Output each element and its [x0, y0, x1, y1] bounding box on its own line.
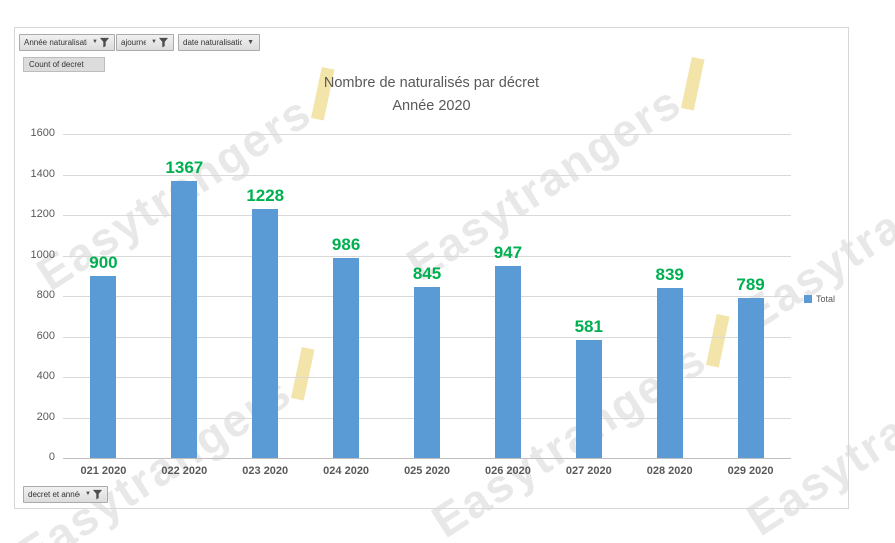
filter-button-label: date naturalisation — [183, 38, 243, 47]
dropdown-arrow-icon: ▼ — [247, 38, 254, 46]
data-label: 986 — [331, 235, 361, 255]
data-label: 845 — [412, 263, 442, 283]
bar[interactable] — [737, 298, 764, 458]
x-axis-category-label: 029 2020 — [727, 465, 774, 477]
x-axis-labels: 021 2020 022 2020 023 2020 024 2020 025 2020… — [63, 465, 791, 477]
dropdown-arrow-icon: ▼ — [85, 491, 91, 497]
filter-button-label: ajournement — [121, 38, 147, 47]
bar-column: 839 — [629, 265, 710, 458]
x-axis-category-label: 023 2020 — [242, 465, 289, 477]
chart-title-block: Nombre de naturalisés par décret Année 2… — [15, 72, 848, 118]
bar-column: 581 — [548, 317, 629, 458]
y-axis-tick-label: 1200 — [30, 208, 55, 220]
dropdown-arrow-icon: ▼ — [92, 39, 98, 45]
gridline — [63, 255, 791, 257]
filter-button-decret-et-annee[interactable]: decret et année ▼ — [23, 486, 108, 503]
filter-button-label: Année naturalisation — [24, 38, 87, 47]
y-axis-tick-label: 0 — [48, 451, 55, 463]
data-label: 839 — [655, 265, 684, 285]
filter-button-date-naturalisation[interactable]: date naturalisation ▼ — [178, 34, 260, 51]
pivot-chart[interactable]: Année naturalisation ▼ ajournement ▼ dat… — [14, 27, 849, 509]
data-label: 581 — [574, 317, 603, 337]
x-axis-category-label: 026 2020 — [484, 465, 531, 477]
bars: 900 1367 1228 986 845 947 581 839 789 — [63, 134, 791, 458]
bar-column: 1367 — [144, 158, 225, 458]
gridline — [63, 174, 791, 176]
data-label: 900 — [89, 252, 118, 272]
bar[interactable] — [252, 209, 279, 458]
gridline — [63, 134, 791, 135]
filter-funnel-icon: ▼ — [146, 37, 169, 48]
bar-column: 789 — [710, 275, 791, 458]
data-label: 1367 — [165, 158, 204, 178]
x-axis-category-label: 025 2020 — [404, 465, 450, 477]
bar[interactable] — [494, 266, 521, 458]
bar-column: 900 — [63, 253, 144, 458]
legend-swatch — [804, 295, 812, 303]
x-axis-category-label: 021 2020 — [80, 465, 127, 477]
data-label: 1228 — [246, 186, 285, 206]
dropdown-arrow-icon: ▼ — [242, 38, 255, 46]
x-axis-category-label: 028 2020 — [646, 465, 693, 477]
bar[interactable] — [575, 340, 602, 458]
bar-column: 947 — [467, 243, 548, 458]
bar-column: 1228 — [225, 186, 306, 458]
bar[interactable] — [333, 258, 360, 458]
x-axis-category-label: 024 2020 — [323, 465, 370, 477]
y-axis-tick-label: 800 — [36, 289, 55, 301]
plot-area: 0 200 400 600 800 1000 1200 1400 1600 900 1367 122… — [31, 127, 791, 477]
gridline — [63, 458, 791, 459]
chart-subtitle: Année 2020 — [392, 98, 471, 114]
bar[interactable] — [90, 275, 117, 458]
bar[interactable] — [656, 288, 683, 458]
legend[interactable]: Total — [804, 294, 835, 304]
x-axis-category-label: 022 2020 — [161, 465, 208, 477]
x-axis-category-label: 027 2020 — [565, 465, 612, 477]
filter-button-ajournement[interactable]: ajournement ▼ — [116, 34, 174, 51]
legend-label: Total — [816, 294, 836, 304]
chart-title: Nombre de naturalisés par décret — [323, 75, 540, 91]
dropdown-arrow-icon: ▼ — [151, 39, 157, 45]
y-axis-tick-label: 400 — [36, 370, 55, 382]
y-axis-tick-label: 1600 — [30, 127, 55, 139]
filter-funnel-icon: ▼ — [87, 37, 110, 48]
y-axis-tick-label: 200 — [36, 410, 55, 423]
filter-funnel-icon: ▼ — [80, 489, 103, 500]
bar-column: 986 — [306, 235, 387, 458]
data-label: 789 — [736, 275, 765, 295]
filter-button-annee-naturalisation[interactable]: Année naturalisation ▼ — [19, 34, 115, 51]
count-of-decret-label: Count of decret — [29, 60, 84, 69]
bar[interactable] — [414, 286, 440, 458]
y-axis-tick-label: 600 — [36, 329, 55, 342]
filter-button-label: decret et année — [28, 490, 81, 499]
y-axis-tick-label: 1000 — [30, 248, 55, 261]
y-axis-tick-label: 1400 — [30, 167, 55, 180]
data-label: 947 — [493, 243, 523, 263]
bar[interactable] — [171, 181, 198, 458]
gridline — [63, 215, 791, 216]
count-of-decret-button[interactable]: Count of decret — [23, 57, 105, 72]
bar-column: 845 — [387, 264, 468, 458]
